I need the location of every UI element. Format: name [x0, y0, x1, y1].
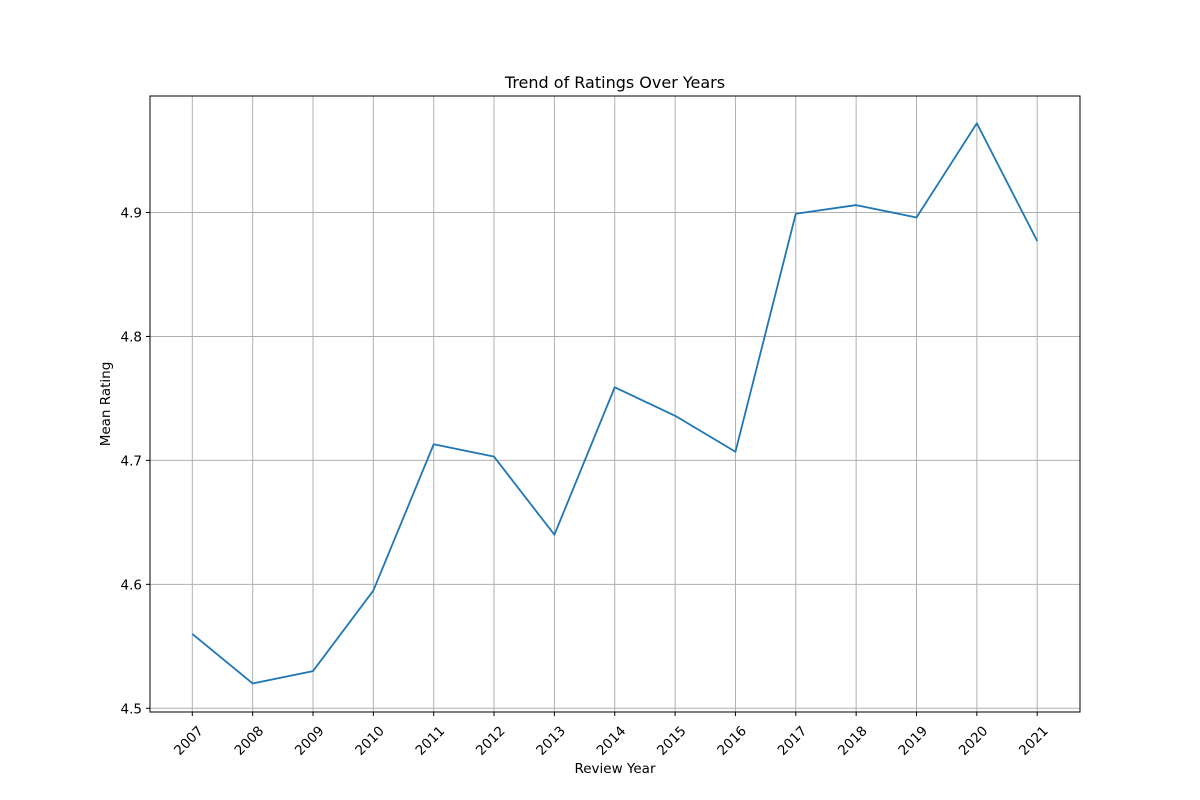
- x-tick-label: 2014: [594, 723, 630, 759]
- x-axis-label: Review Year: [574, 761, 655, 777]
- x-tick-label: 2013: [533, 723, 569, 759]
- chart-title: Trend of Ratings Over Years: [504, 73, 725, 92]
- x-tick-label: 2009: [292, 723, 328, 759]
- x-tick-label: 2019: [895, 723, 931, 759]
- series-line: [191, 122, 1039, 685]
- x-tick-label: 2007: [171, 723, 207, 759]
- x-tick-label: 2011: [413, 723, 449, 759]
- x-tick-label: 2021: [1016, 723, 1052, 759]
- series-layer: [191, 122, 1039, 685]
- y-tick-label: 4.6: [121, 577, 142, 593]
- x-tick-label: 2018: [835, 723, 871, 759]
- y-axis-label: Mean Rating: [98, 362, 114, 447]
- x-tick-label: 2015: [654, 723, 690, 759]
- grid: [150, 96, 1080, 712]
- tick-layer: 2007 2008 2009 2010 2011 2012 2013 2014 2015 2016…: [121, 206, 1052, 759]
- y-tick-label: 4.9: [121, 206, 142, 222]
- x-tick-label: 2020: [956, 723, 992, 759]
- x-tick-label: 2012: [473, 723, 509, 759]
- y-tick-label: 4.5: [121, 701, 142, 717]
- x-tick-label: 2017: [775, 723, 811, 759]
- y-tick-label: 4.8: [121, 329, 142, 345]
- x-tick-label: 2008: [232, 723, 268, 759]
- x-tick-label: 2010: [352, 723, 388, 759]
- y-tick-label: 4.7: [121, 453, 142, 469]
- x-tick-label: 2016: [714, 723, 750, 759]
